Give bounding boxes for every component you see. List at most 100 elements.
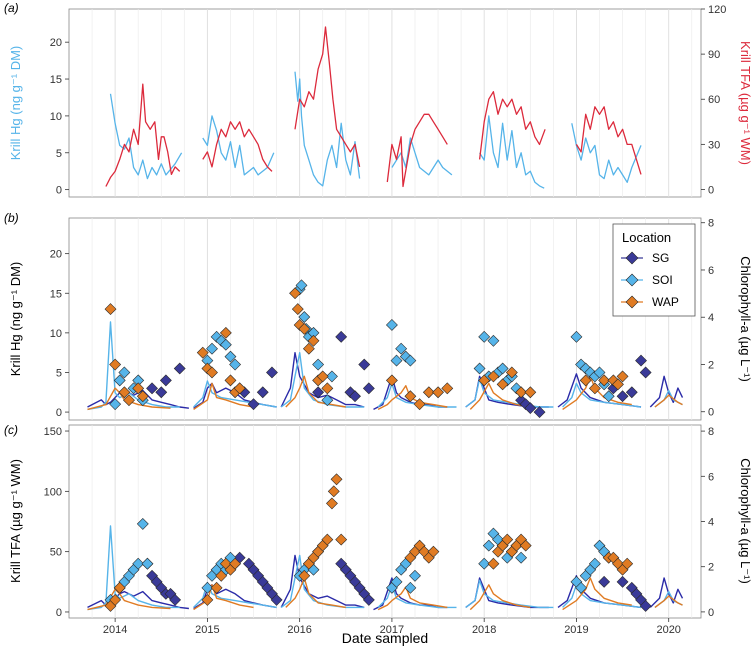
panel-b-right-tick-label-3: 6: [708, 265, 714, 277]
panel-b-point-sg-3: [173, 362, 186, 375]
panel-b-point-sg-11: [349, 390, 361, 403]
panel-b-point-soi-11: [224, 350, 237, 363]
panel-b-point-soi-21: [321, 394, 334, 407]
panel-c-point-wap-37: [621, 557, 634, 570]
panel-b-point-wap-1: [109, 358, 122, 371]
panel-c-point-wap-3: [201, 593, 214, 606]
panel-b-point-wap-2: [118, 386, 131, 399]
panel-b-point-wap-30: [496, 378, 509, 391]
legend-entry-sg: SG: [621, 251, 669, 265]
panel-b-point-wap-18: [307, 334, 320, 347]
panel-c-point-wap-1: [109, 593, 122, 606]
panel-c-point-soi-24: [409, 569, 421, 582]
panel-c-chl-line-sg-6: [649, 577, 684, 608]
panel-a-right-tick-label-2: 60: [708, 94, 720, 106]
panel-a-label: (a): [4, 1, 19, 15]
panel-b-left-axis-label: Krill Hg (ng g⁻¹ DM): [8, 262, 23, 377]
panel-b-chl-line-soi-5: [562, 382, 642, 408]
panel-c-point-soi-33: [515, 551, 528, 564]
panel-b-point-wap-25: [422, 386, 435, 399]
panel-b-point-wap-8: [206, 366, 218, 379]
panel-b-chl-line-sg-6: [649, 375, 684, 408]
panel-b-point-soi-31: [487, 334, 500, 347]
panel-a-left-tick-label-1: 5: [56, 148, 62, 160]
panel-b-point-wap-9: [219, 326, 232, 339]
panel-c-right-tick-label-4: 8: [708, 426, 714, 438]
panel-c-point-wap-2: [113, 581, 126, 594]
panel-b-point-soi-12: [229, 358, 241, 371]
panel-c-chl-line-soi-1: [193, 581, 277, 609]
panel-b-point-wap-21: [321, 382, 334, 395]
panel-b-point-soi-8: [210, 330, 223, 343]
series-line-krill-hg-2: [294, 71, 361, 187]
panel-c-point-wap-28: [501, 533, 514, 546]
panel-b-right-tick-label-1: 2: [708, 359, 714, 371]
panel-b-point-wap-6: [196, 346, 209, 359]
panel-b-right-ticks: 0 2 4 6 8: [701, 218, 714, 419]
series-line-krill-tfa-1: [202, 121, 273, 172]
panel-b-point-soi-42: [593, 366, 606, 379]
x-tick-label-0: 2014: [103, 624, 127, 636]
x-tick-label-4: 2018: [472, 624, 496, 636]
panel-b-chlorophyll-lines: [87, 321, 684, 411]
panel-b-chl-line-wap-3: [377, 385, 448, 411]
panel-b-point-sg-1: [155, 386, 168, 399]
panel-b-point-wap-34: [579, 374, 592, 387]
panel-b-point-sg-21: [635, 354, 647, 367]
panel-b-point-wap-35: [588, 382, 601, 395]
panel-c-chl-line-soi-3: [377, 584, 457, 609]
panel-b-point-wap-12: [233, 382, 246, 395]
panel-b-point-wap-38: [612, 378, 624, 391]
panel-c-chl-line-wap-4: [469, 584, 531, 611]
panel-c-point-soi-25: [478, 557, 491, 570]
panel-b-right-tick-label-0: 0: [708, 407, 714, 419]
panel-c-point-soi-20: [390, 575, 403, 588]
panel-b-point-sg-8: [312, 386, 325, 399]
panel-c-point-soi-38: [588, 557, 601, 570]
panel-c-point-wap-9: [298, 569, 311, 582]
panel-b-right-tick-label-2: 4: [708, 312, 714, 324]
panel-b-point-soi-22: [326, 370, 338, 383]
panel-b-point-soi-37: [570, 330, 583, 343]
legend-entry-soi: SOI: [621, 273, 673, 287]
panel-b-point-sg-17: [533, 406, 546, 419]
panel-b-point-wap-33: [524, 386, 537, 399]
panel-b-point-sg-7: [266, 366, 278, 379]
panel-b-label: (b): [4, 211, 19, 225]
panel-c-chlorophyll-lines: [87, 525, 684, 611]
panel-b-left-ticks: 0 5 10 15 20: [50, 249, 69, 419]
panel-b-left-tick-label-3: 15: [50, 288, 62, 300]
panel-c-chl-line-wap-2: [285, 577, 346, 609]
panel-a-left-tick-label-2: 10: [50, 111, 62, 123]
panel-b-point-soi-23: [385, 319, 398, 331]
panel-b-point-wap-4: [132, 382, 145, 395]
panel-b-point-soi-9: [215, 334, 228, 347]
panel-b-point-wap-36: [598, 374, 611, 387]
panel-c-point-soi-35: [575, 581, 587, 594]
panel-c-left-tick-label-1: 50: [50, 547, 62, 559]
panel-b-point-soi-20: [312, 358, 325, 371]
panel-b-point-soi-40: [584, 366, 597, 379]
x-tick-label-2: 2016: [287, 624, 311, 636]
panel-b-point-soi-15: [295, 279, 308, 292]
series-line-krill-tfa-5: [575, 106, 642, 175]
panel-b-point-soi-25: [395, 342, 408, 355]
panel-b-point-wap-22: [385, 374, 398, 387]
panel-b-point-wap-31: [505, 366, 518, 379]
panel-b-chl-line-soi-0: [87, 321, 180, 411]
legend: Location SG SOI WAP: [612, 223, 696, 317]
panel-b-point-wap-39: [616, 370, 629, 383]
panel-c-point-soi-26: [482, 539, 495, 552]
x-tick-label-3: 2017: [380, 624, 404, 636]
panel-c-right-tick-label-3: 6: [708, 471, 714, 483]
panel-b-point-wap-23: [404, 390, 417, 403]
panel-b-point-wap-29: [487, 370, 500, 383]
panel-b-point-sg-16: [524, 402, 537, 415]
panel-b-chl-line-wap-1: [193, 382, 254, 410]
panel-b-point-sg-13: [362, 382, 375, 395]
panel-b-left-tick-label-2: 10: [50, 328, 62, 340]
panel-b-point-soi-39: [579, 362, 592, 375]
series-line-krill-tfa-4: [478, 91, 546, 160]
legend-sg-label: SG: [652, 251, 669, 265]
panel-c-point-sg-23: [598, 575, 611, 588]
